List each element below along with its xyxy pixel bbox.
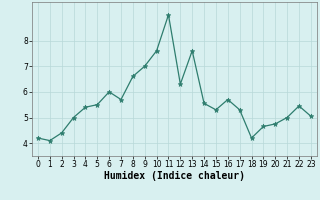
X-axis label: Humidex (Indice chaleur): Humidex (Indice chaleur) <box>104 171 245 181</box>
